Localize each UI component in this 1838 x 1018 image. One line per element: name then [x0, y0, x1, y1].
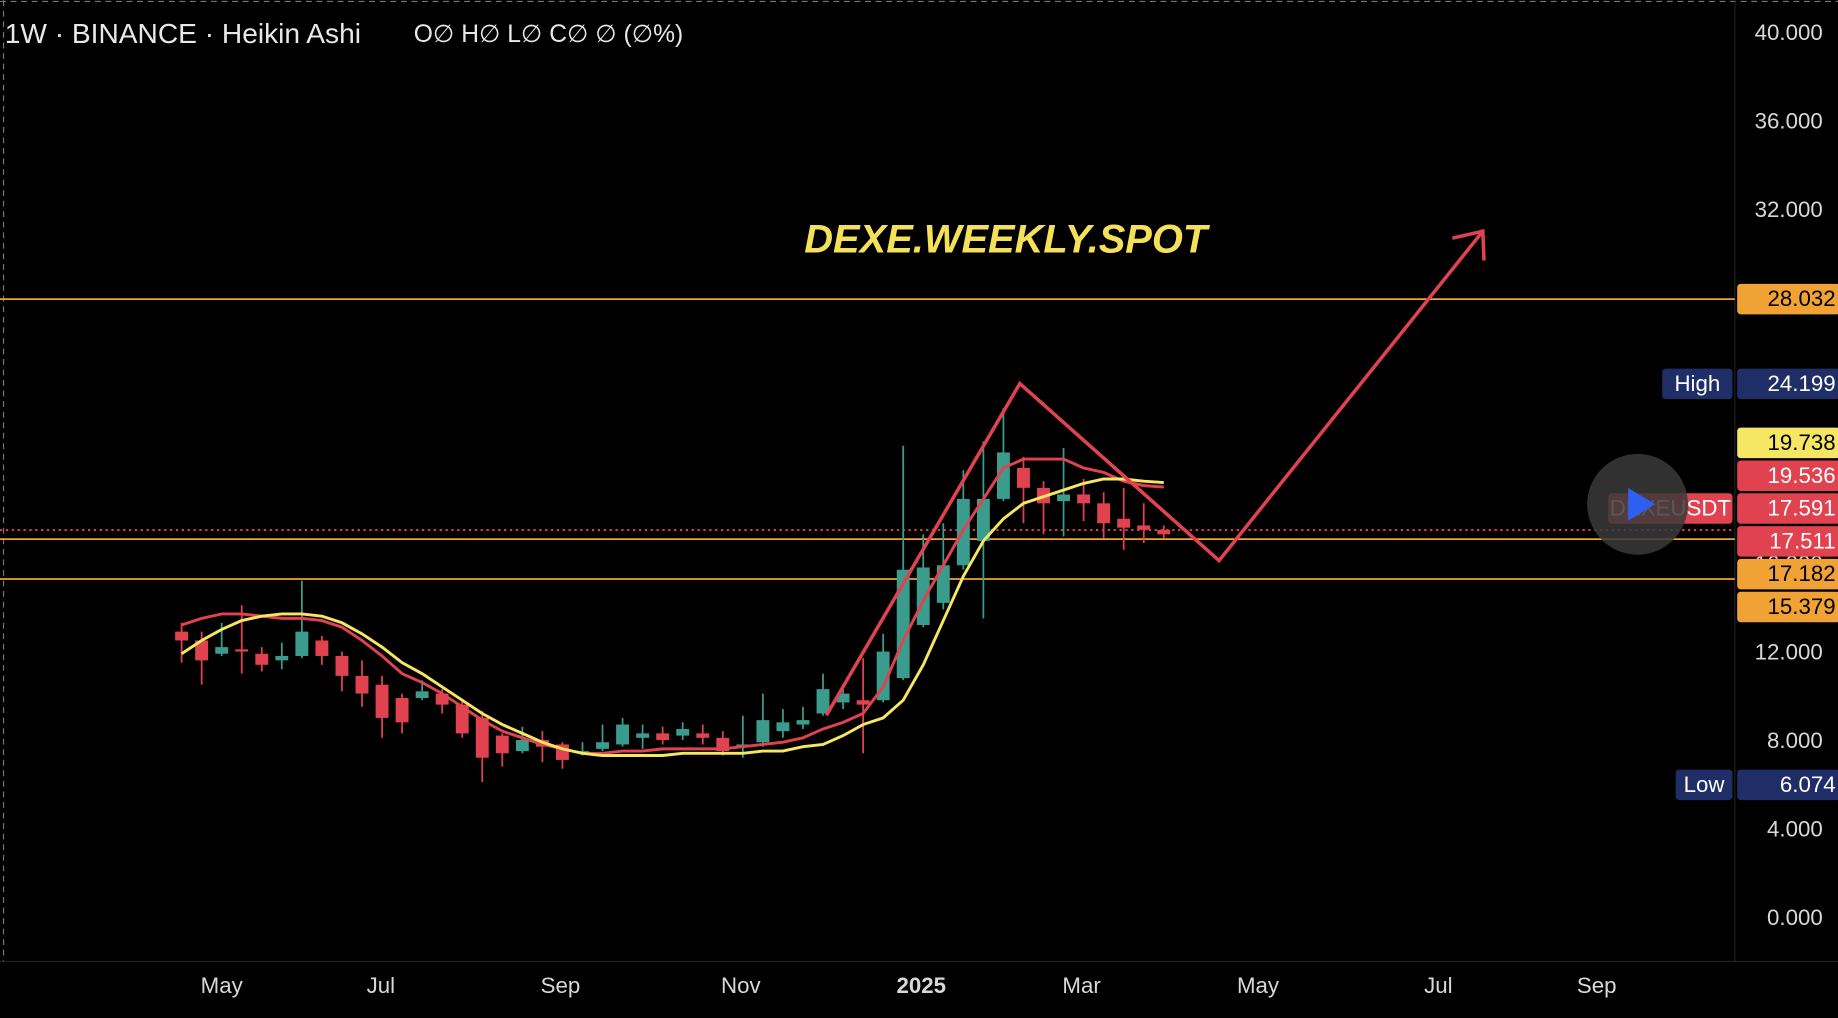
moving-average-line [180, 477, 1164, 757]
price-label-box [1737, 493, 1838, 524]
candle-body [215, 647, 229, 654]
candle-body [776, 722, 790, 732]
price-label: 17.591 [1768, 496, 1836, 521]
candle-body [355, 675, 369, 694]
price-label: 17.511 [1769, 528, 1835, 553]
price-label: 24.199 [1768, 371, 1836, 396]
candle-body [495, 735, 509, 754]
candle-body [656, 733, 670, 741]
candle-body [255, 653, 269, 665]
x-tick-label: Jul [1424, 973, 1452, 998]
candle-body [475, 717, 489, 758]
price-label: 17.182 [1768, 561, 1836, 586]
y-tick-label: 40.000 [1755, 20, 1823, 45]
candle-body [916, 567, 930, 625]
drawing [824, 228, 1486, 717]
candle-body [816, 689, 830, 714]
price-tag: High [1674, 371, 1720, 396]
price-tag: Low [1684, 772, 1726, 797]
candle-body [335, 655, 349, 676]
levels [0, 298, 1735, 580]
candle-body [1077, 494, 1091, 504]
candle-body [1137, 525, 1151, 530]
price-label: 19.738 [1768, 430, 1836, 455]
price-label: 28.032 [1768, 286, 1836, 311]
price-label-box [1737, 368, 1838, 400]
candle-body [796, 720, 810, 725]
candle-body [435, 693, 449, 705]
price-label-box [1737, 558, 1838, 590]
candle-body [616, 724, 630, 745]
candle-body [1057, 494, 1071, 502]
moving-averages [180, 457, 1164, 757]
price-label-box [1737, 526, 1838, 557]
candle-body [836, 693, 850, 703]
candle-body [395, 697, 409, 723]
candle-body [295, 631, 309, 656]
price-label: 19.536 [1768, 463, 1836, 488]
price-label-box [1737, 460, 1838, 491]
annotation: DEXE.WEEKLY.SPOT [804, 217, 1211, 261]
y-tick-label: 4.000 [1767, 817, 1823, 842]
candle-body [375, 684, 389, 718]
y-tick-label: 0.000 [1767, 905, 1823, 930]
forecast-path [824, 230, 1485, 717]
candle-body [235, 649, 249, 652]
candle-body [275, 655, 289, 661]
x-tick-label: May [1237, 973, 1280, 998]
price-label-box [1737, 283, 1838, 315]
price-label-box [1737, 427, 1838, 459]
x-tick-label: Jul [367, 973, 395, 998]
price-label-box [1737, 591, 1838, 623]
price-label-box [1737, 769, 1838, 801]
y-tick-label: 8.000 [1767, 728, 1823, 753]
x-tick-label: 2025 [896, 973, 946, 998]
moving-average-line [181, 457, 1164, 755]
candle-body [315, 640, 329, 656]
price-label: 15.379 [1768, 594, 1836, 619]
candle-body [876, 651, 890, 701]
candle-body [696, 733, 710, 738]
candle-body [1117, 518, 1131, 528]
candle-body [195, 640, 209, 661]
x-tick-label: Sep [1577, 973, 1617, 998]
symbol-header: 1W · BINANCE · Heikin Ashi [5, 18, 361, 49]
candle-body [676, 728, 690, 736]
x-tick-label: Nov [721, 973, 761, 998]
candle-body [455, 704, 469, 734]
candle-body [856, 700, 870, 705]
y-tick-label: 12.000 [1755, 640, 1823, 665]
price-labels: 28.03224.199High19.73819.53617.591DEXEUS… [1608, 283, 1838, 801]
candle-body [415, 691, 429, 698]
x-tick-label: Mar [1062, 973, 1101, 998]
candle-body [936, 565, 950, 603]
play-button[interactable] [1587, 453, 1688, 555]
ohlc-legend: O∅ H∅ L∅ C∅ ∅ (∅%) [414, 21, 683, 48]
candle-body [996, 452, 1010, 499]
y-tick-label: 36.000 [1755, 109, 1823, 134]
candle-body [756, 720, 770, 743]
price-label: 6.074 [1780, 772, 1836, 797]
candle-body [175, 631, 189, 641]
candle-body [636, 733, 650, 738]
price-tag-box [1675, 769, 1733, 801]
candle-body [515, 740, 529, 752]
arrow-head [1451, 228, 1486, 261]
candle-body [1097, 503, 1111, 524]
x-tick-label: Sep [541, 973, 581, 998]
candle-body [1157, 529, 1171, 535]
price-tag-box [1662, 368, 1733, 400]
play-icon[interactable] [1628, 487, 1656, 521]
y-tick-label: 32.000 [1755, 197, 1823, 222]
candle-body [1017, 467, 1030, 488]
candle-body [596, 742, 609, 749]
x-tick-label: May [201, 973, 244, 998]
candle-body [976, 498, 990, 541]
